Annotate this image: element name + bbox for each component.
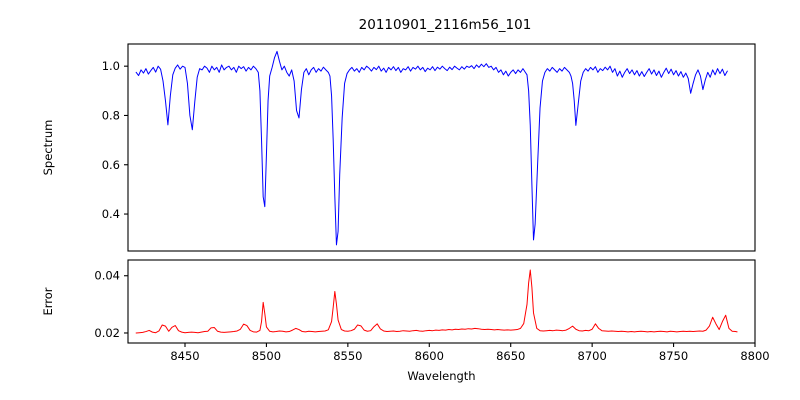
y-tick-label-error-0: 0.02 bbox=[94, 326, 120, 340]
data-line-error bbox=[135, 269, 738, 334]
x-tick-label-5: 8700 bbox=[578, 349, 607, 363]
panel-error: 0.02 0.04 Error bbox=[41, 259, 756, 347]
x-axis: 8450 8500 8550 8600 8650 8700 8750 8800 Waveleng… bbox=[170, 349, 769, 383]
x-tick-label-2: 8550 bbox=[333, 349, 362, 363]
y-tick-label-spectrum-2: 0.8 bbox=[102, 108, 120, 122]
y-axis-label-spectrum: Spectrum bbox=[41, 120, 55, 176]
x-tick-label-7: 8800 bbox=[740, 349, 769, 363]
page-title: 20110901_2116m56_101 bbox=[359, 17, 532, 33]
x-tick-label-3: 8600 bbox=[415, 349, 444, 363]
data-line-spectrum bbox=[135, 50, 728, 246]
y-tick-label-spectrum-3: 1.0 bbox=[102, 59, 120, 73]
x-tick-label-0: 8450 bbox=[170, 349, 199, 363]
y-tick-label-spectrum-0: 0.4 bbox=[102, 207, 120, 221]
x-axis-label: Wavelength bbox=[407, 369, 475, 383]
y-axis-label-error: Error bbox=[41, 287, 55, 315]
x-tick-label-1: 8500 bbox=[252, 349, 281, 363]
panel-spectrum: 0.4 0.6 0.8 1.0 Spectrum bbox=[41, 43, 756, 252]
panel-frame-error bbox=[127, 259, 756, 344]
panel-frame-spectrum bbox=[127, 43, 756, 252]
y-tick-label-error-1: 0.04 bbox=[94, 269, 120, 283]
x-tick-label-6: 8750 bbox=[659, 349, 688, 363]
x-tick-label-4: 8650 bbox=[496, 349, 525, 363]
y-tick-label-spectrum-1: 0.6 bbox=[102, 158, 120, 172]
